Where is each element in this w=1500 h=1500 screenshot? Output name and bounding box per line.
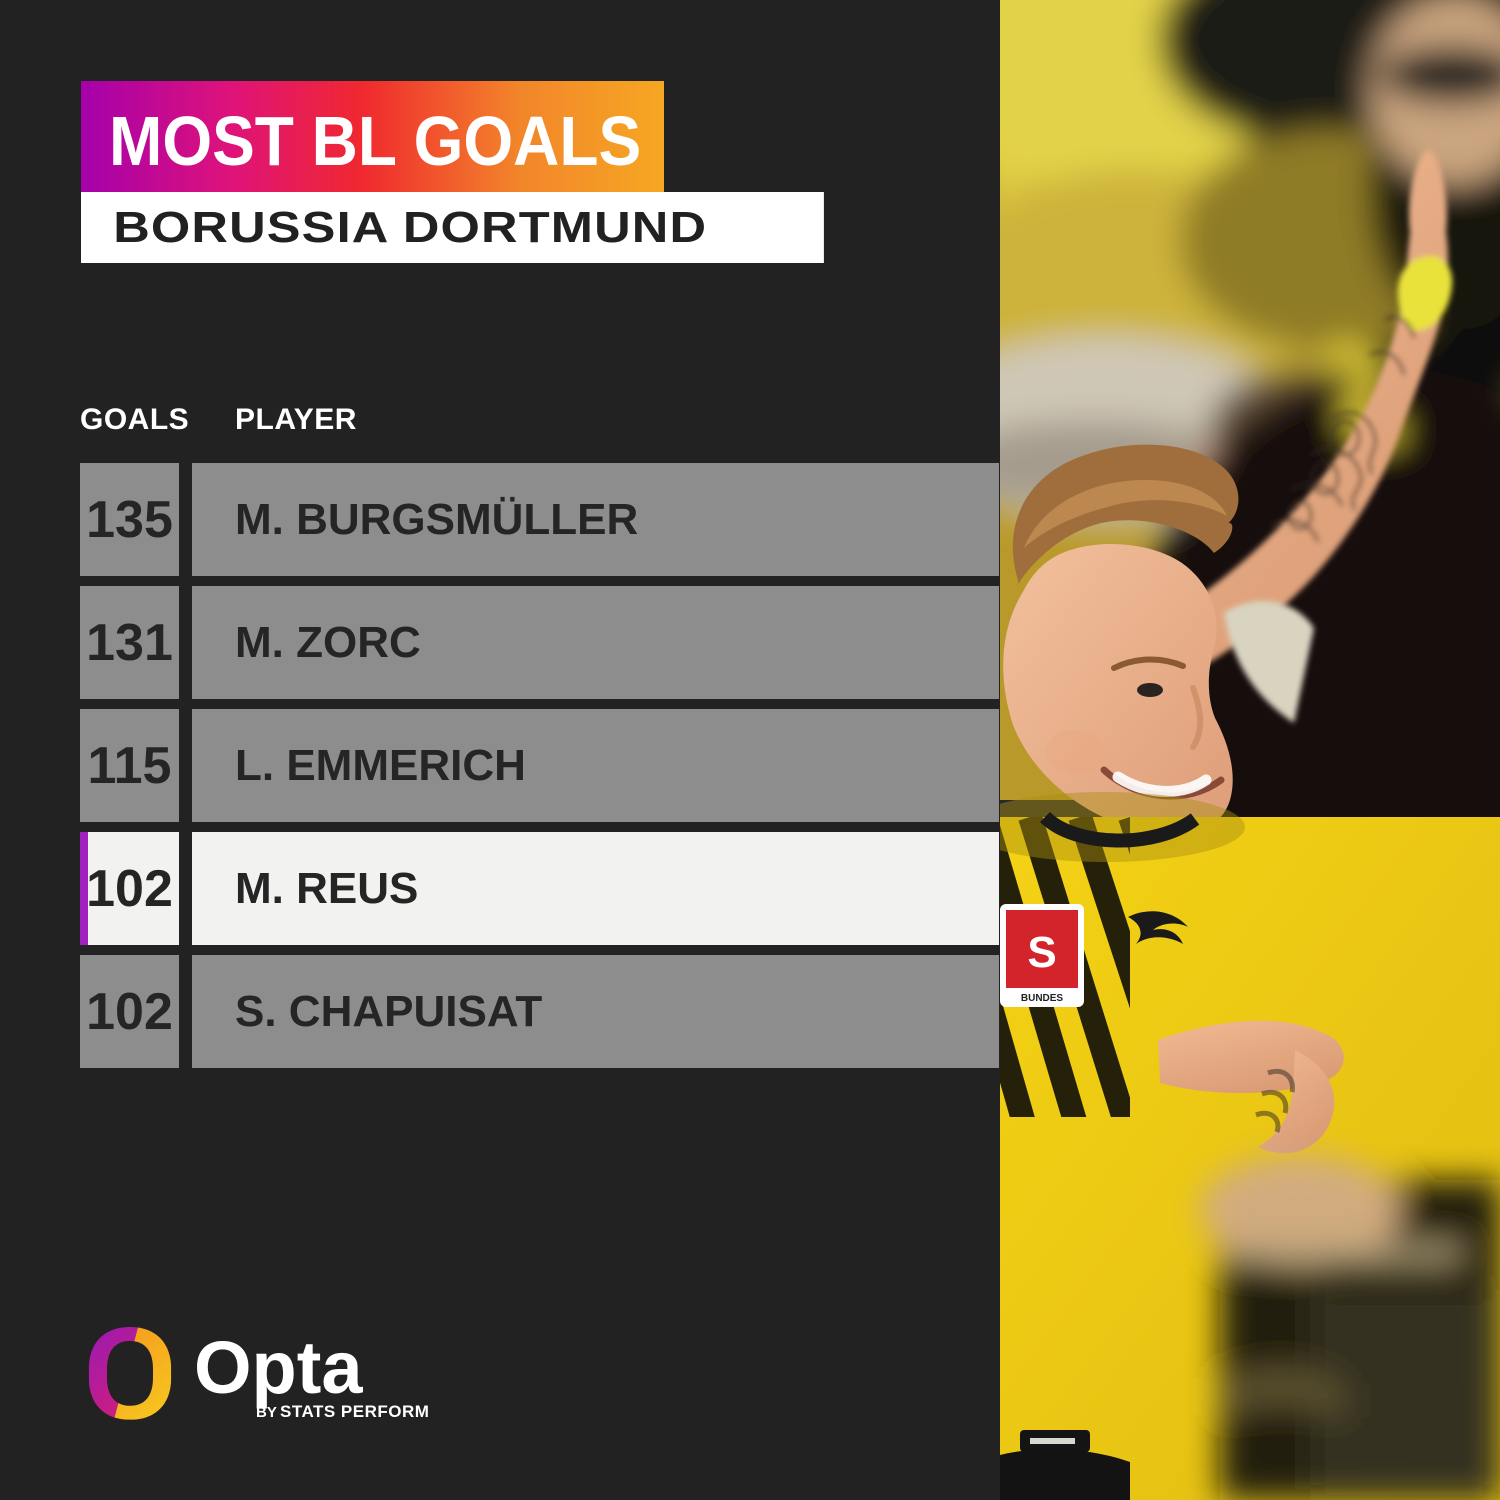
svg-text:BY: BY bbox=[256, 1404, 277, 1421]
svg-text:Opta: Opta bbox=[194, 1327, 363, 1409]
svg-text:STATS PERFORM: STATS PERFORM bbox=[280, 1402, 429, 1421]
svg-text:S: S bbox=[1027, 928, 1056, 977]
svg-text:BUNDES: BUNDES bbox=[1021, 993, 1064, 1004]
